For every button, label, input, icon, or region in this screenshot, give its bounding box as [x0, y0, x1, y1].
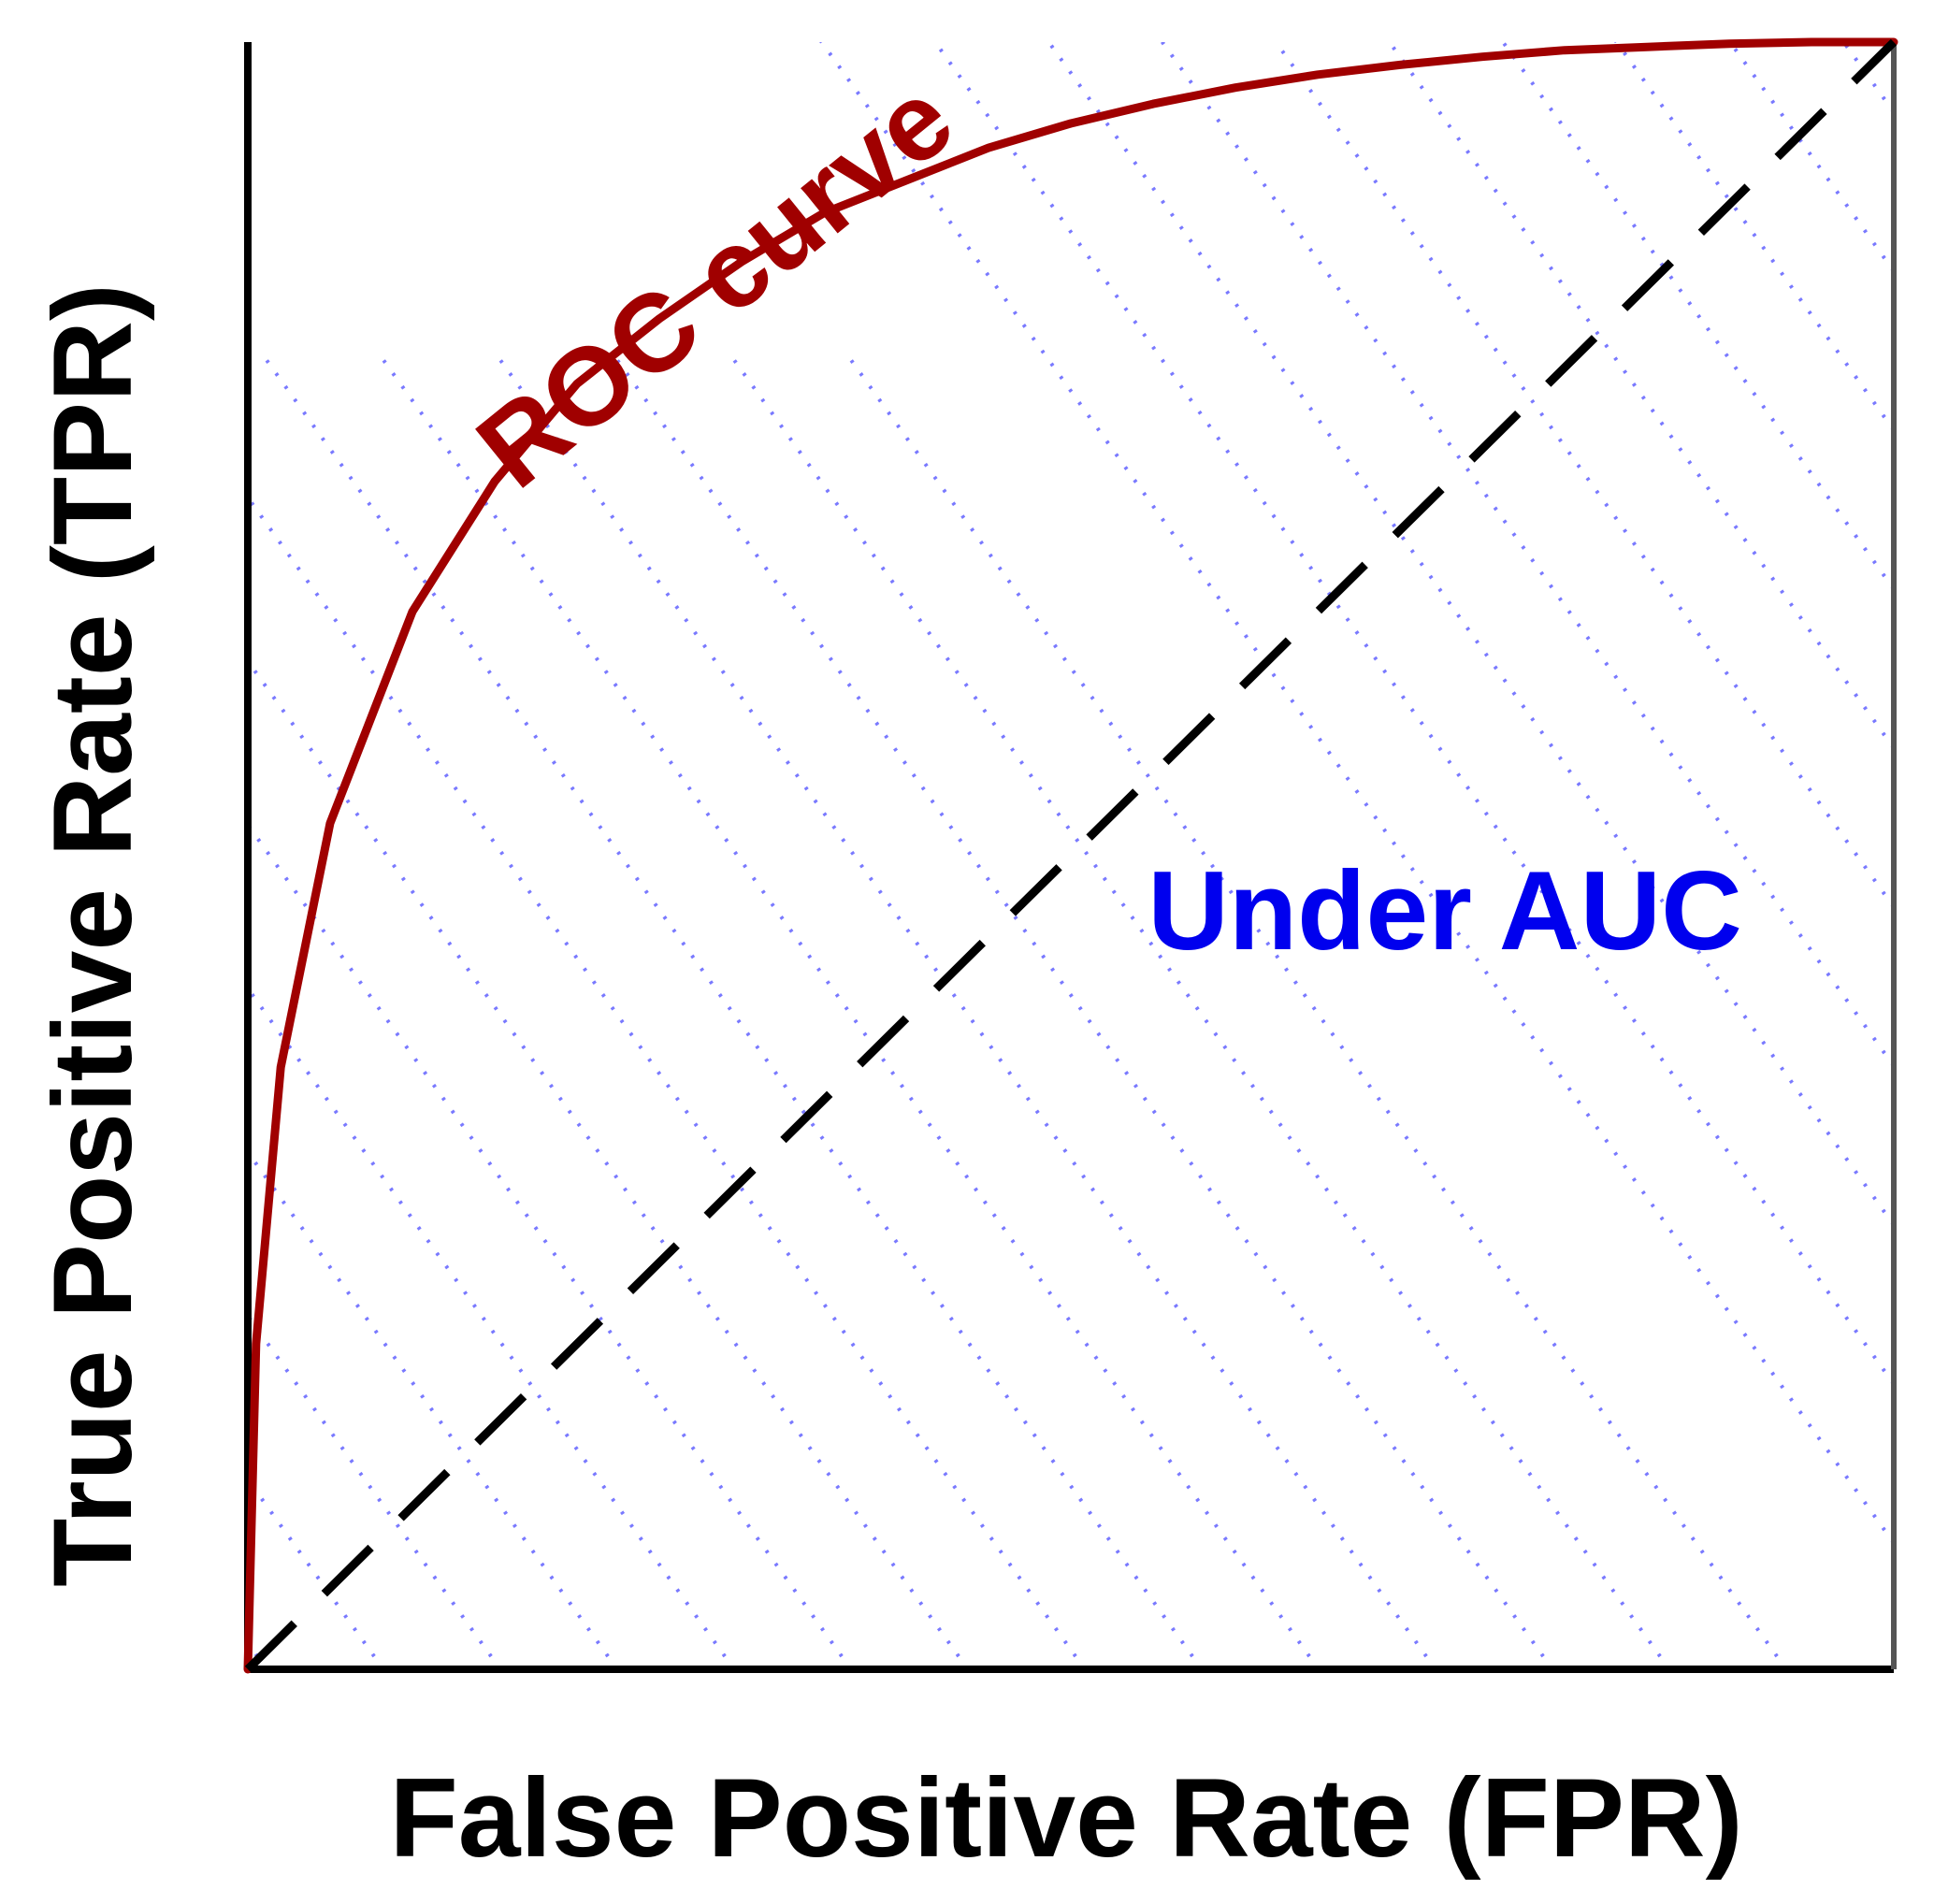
- under-auc-label: Under AUC: [1147, 848, 1742, 974]
- roc-curve-line: [243, 37, 1898, 1674]
- roc-curve-label: ROC curve: [455, 57, 975, 512]
- chance-diagonal-line: [244, 38, 1898, 1673]
- auc-hatch-line: [498, 358, 1437, 1669]
- auc-hatch-area: [248, 42, 1894, 1669]
- auc-hatch-line: [732, 358, 1671, 1669]
- auc-hatch-line: [849, 358, 1788, 1669]
- series-layer: [243, 37, 1898, 1674]
- y-axis-label: True Positive Rate (TPR): [30, 283, 155, 1587]
- auc-hatch-line: [248, 657, 970, 1669]
- auc-hatch-line: [615, 358, 1554, 1669]
- auc-hatch-line: [265, 358, 1204, 1669]
- auc-hatch-line: [382, 358, 1321, 1669]
- x-axis-label: False Positive Rate (FPR): [389, 1755, 1742, 1881]
